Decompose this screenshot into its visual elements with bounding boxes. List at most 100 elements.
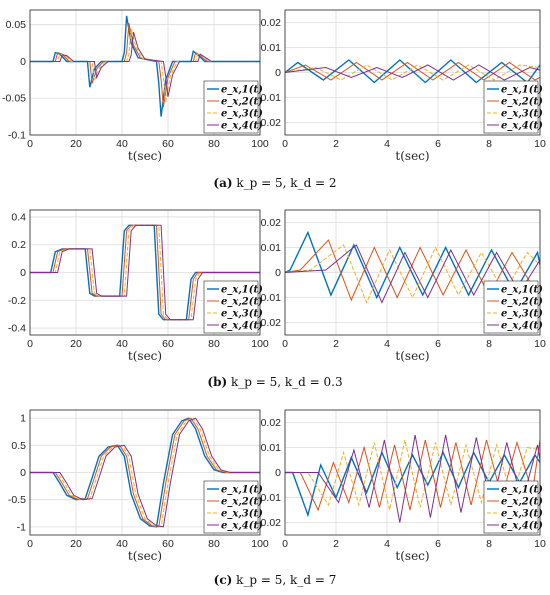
y-tick-label: -0.01 bbox=[257, 492, 281, 504]
series-line-e2 bbox=[30, 417, 260, 528]
legend-label-e2: e_x,2(t) bbox=[501, 497, 543, 508]
x-tick-label: 40 bbox=[116, 338, 128, 350]
x-tick-label: 8 bbox=[486, 138, 492, 150]
chart-panel-b-left: 0 20 40 60 80 100 -0.4 -0.2 0 0.2 0.4 t(sec) e_x,1(t… bbox=[8, 209, 269, 363]
x-tick-label: 80 bbox=[208, 338, 220, 350]
y-tick-label: 0 bbox=[20, 467, 26, 479]
axes-frame bbox=[284, 409, 541, 536]
x-tick-label: 40 bbox=[116, 138, 128, 150]
legend-label-e3: e_x,3(t) bbox=[221, 109, 263, 120]
chart-panel-b-right: 0 2 4 6 8 10 -0.02 -0.01 0 0.01 0.02 t(sec) e_x,1(t)… bbox=[257, 209, 546, 363]
series-line-e2 bbox=[285, 239, 540, 302]
y-tick-label: 0.5 bbox=[11, 440, 26, 452]
x-tick-label: 10 bbox=[534, 338, 546, 350]
legend-label-e2: e_x,2(t) bbox=[501, 297, 543, 308]
caption-c: (c) k_p = 5, k_d = 7 bbox=[213, 573, 337, 587]
chart-panel-a-right: 0 2 4 6 8 10 -0.02 -0.01 0 0.01 0.02 t(sec) e_x,1(t)… bbox=[257, 9, 546, 163]
legend-label-e4: e_x,4(t) bbox=[501, 321, 543, 332]
legend-label-e3: e_x,3(t) bbox=[501, 109, 543, 120]
series-line-e3 bbox=[30, 224, 260, 321]
series-line-e2 bbox=[285, 61, 540, 81]
legend-label-e2: e_x,2(t) bbox=[221, 497, 263, 508]
legend-label-e1: e_x,1(t) bbox=[501, 485, 543, 496]
series-line-e1 bbox=[30, 224, 260, 321]
x-tick-label: 2 bbox=[333, 138, 339, 150]
y-tick-label: 0.2 bbox=[11, 239, 26, 251]
legend-label-e3: e_x,3(t) bbox=[501, 509, 543, 520]
x-axis-label: t(sec) bbox=[395, 549, 429, 563]
chart-panel-c-right: 0 2 4 6 8 10 -0.02 -0.01 0 0.01 0.02 t(sec) e_x,1(t)… bbox=[257, 409, 546, 563]
y-tick-label: 0 bbox=[275, 267, 281, 279]
x-tick-label: 6 bbox=[435, 338, 441, 350]
y-tick-label: -1 bbox=[17, 521, 26, 533]
legend-label-e4: e_x,4(t) bbox=[501, 121, 543, 132]
x-axis-label: t(sec) bbox=[128, 549, 162, 563]
y-tick-label: -0.1 bbox=[8, 130, 26, 142]
series-line-e3 bbox=[30, 417, 260, 528]
x-tick-label: 0 bbox=[282, 338, 288, 350]
legend: e_x,1(t)e_x,2(t)e_x,3(t)e_x,4(t) bbox=[203, 80, 263, 134]
axes-frame bbox=[284, 9, 541, 136]
y-tick-label: 0.01 bbox=[261, 442, 282, 454]
y-tick-label: 0.02 bbox=[261, 217, 282, 229]
x-tick-label: 80 bbox=[208, 538, 220, 550]
x-axis-label: t(sec) bbox=[128, 349, 162, 363]
legend-label-e3: e_x,3(t) bbox=[221, 509, 263, 520]
axes-frame bbox=[284, 209, 541, 336]
x-tick-label: 60 bbox=[162, 538, 174, 550]
series-line-e4 bbox=[30, 31, 260, 97]
y-tick-label: 0 bbox=[275, 67, 281, 79]
legend-label-e1: e_x,1(t) bbox=[221, 485, 263, 496]
x-tick-label: 0 bbox=[27, 338, 33, 350]
legend-label-e4: e_x,4(t) bbox=[501, 521, 543, 532]
legend-label-e4: e_x,4(t) bbox=[221, 121, 263, 132]
legend: e_x,1(t)e_x,2(t)e_x,3(t)e_x,4(t) bbox=[203, 480, 263, 534]
legend-label-e2: e_x,2(t) bbox=[221, 97, 263, 108]
x-tick-label: 4 bbox=[384, 338, 390, 350]
legend-label-e2: e_x,2(t) bbox=[501, 97, 543, 108]
x-tick-label: 10 bbox=[534, 538, 546, 550]
legend-label-e3: e_x,3(t) bbox=[221, 309, 263, 320]
x-tick-label: 0 bbox=[27, 538, 33, 550]
x-tick-label: 60 bbox=[162, 338, 174, 350]
x-tick-label: 8 bbox=[486, 338, 492, 350]
legend-label-e1: e_x,1(t) bbox=[221, 85, 263, 96]
y-tick-label: 0.01 bbox=[261, 42, 282, 54]
series-line-e1 bbox=[285, 59, 540, 84]
y-tick-label: -0.02 bbox=[257, 517, 281, 529]
legend-label-e1: e_x,1(t) bbox=[501, 85, 543, 96]
x-tick-label: 0 bbox=[27, 138, 33, 150]
y-tick-label: 0.01 bbox=[261, 242, 282, 254]
x-tick-label: 0 bbox=[282, 538, 288, 550]
axes-frame bbox=[29, 409, 261, 536]
x-tick-label: 4 bbox=[384, 538, 390, 550]
chart-panel-c-left: 0 20 40 60 80 100-1-0.500.51t(sec)e_x,1(t)e_x… bbox=[8, 409, 269, 563]
y-tick-label: 0.02 bbox=[261, 417, 282, 429]
x-tick-label: 60 bbox=[162, 138, 174, 150]
x-tick-label: 20 bbox=[70, 138, 82, 150]
series-line-e2 bbox=[30, 224, 260, 321]
series-line-e4 bbox=[285, 244, 540, 304]
y-tick-label: -0.2 bbox=[8, 295, 26, 307]
legend-label-e4: e_x,4(t) bbox=[221, 321, 263, 332]
x-tick-label: 100 bbox=[251, 538, 269, 550]
series-line-e4 bbox=[285, 64, 540, 81]
x-tick-label: 20 bbox=[70, 338, 82, 350]
series-line-e4 bbox=[30, 417, 260, 528]
x-tick-label: 10 bbox=[534, 138, 546, 150]
x-tick-label: 6 bbox=[435, 538, 441, 550]
x-tick-label: 8 bbox=[486, 538, 492, 550]
y-tick-label: 1 bbox=[20, 413, 26, 425]
axes-frame bbox=[29, 209, 261, 336]
legend-label-e2: e_x,2(t) bbox=[221, 297, 263, 308]
x-tick-label: 2 bbox=[333, 338, 339, 350]
legend: e_x,1(t)e_x,2(t)e_x,3(t)e_x,4(t) bbox=[483, 480, 543, 534]
series-line-e3 bbox=[285, 244, 540, 304]
y-tick-label: 0 bbox=[275, 467, 281, 479]
series-line-e1 bbox=[30, 417, 260, 528]
legend-label-e3: e_x,3(t) bbox=[501, 309, 543, 320]
caption-a: (a) k_p = 5, k_d = 2 bbox=[213, 176, 337, 190]
y-tick-label: -0.5 bbox=[8, 494, 26, 506]
x-axis-label: t(sec) bbox=[395, 349, 429, 363]
